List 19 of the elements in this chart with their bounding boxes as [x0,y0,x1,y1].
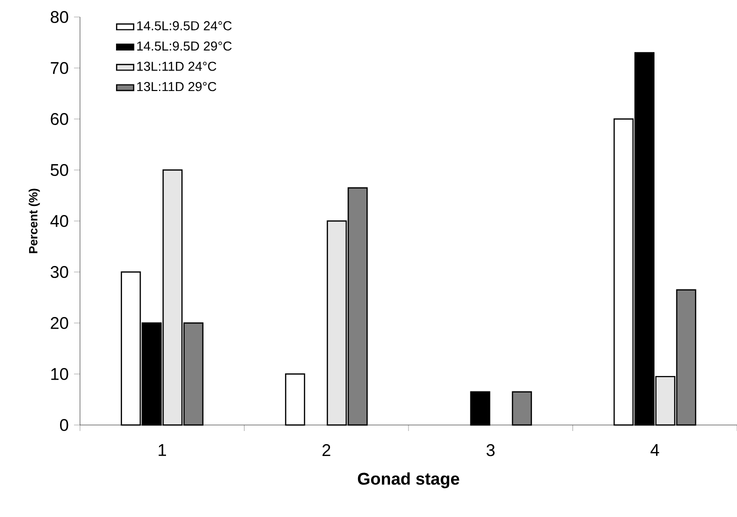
x-tick-label: 3 [486,444,495,456]
x-tick-label: 1 [158,444,166,456]
y-tick-label: 40 [50,215,68,228]
x-axis-title: Gonad stage [358,472,460,488]
y-tick-label: 70 [50,62,68,74]
y-tick-label: 20 [50,317,68,330]
y-tick-label: 80 [50,11,68,24]
y-tick-label: 30 [50,266,68,278]
legend-label: 14.5L:9.5D 24°C [137,21,232,30]
x-tick-label: 2 [322,444,330,456]
legend-label: 14.5L:9.5D 29°C [137,41,232,51]
y-axis-title: Percent (%) [28,188,40,254]
legend-label: 13L:11D 24°C [137,62,216,71]
legend-label: 13L:11D 29°C [137,82,216,92]
y-tick-label: 10 [51,368,68,380]
y-tick-label: 0 [60,419,68,431]
y-tick-label: 60 [50,113,68,126]
x-tick-label: 4 [650,444,660,456]
y-tick-label: 50 [50,164,68,176]
